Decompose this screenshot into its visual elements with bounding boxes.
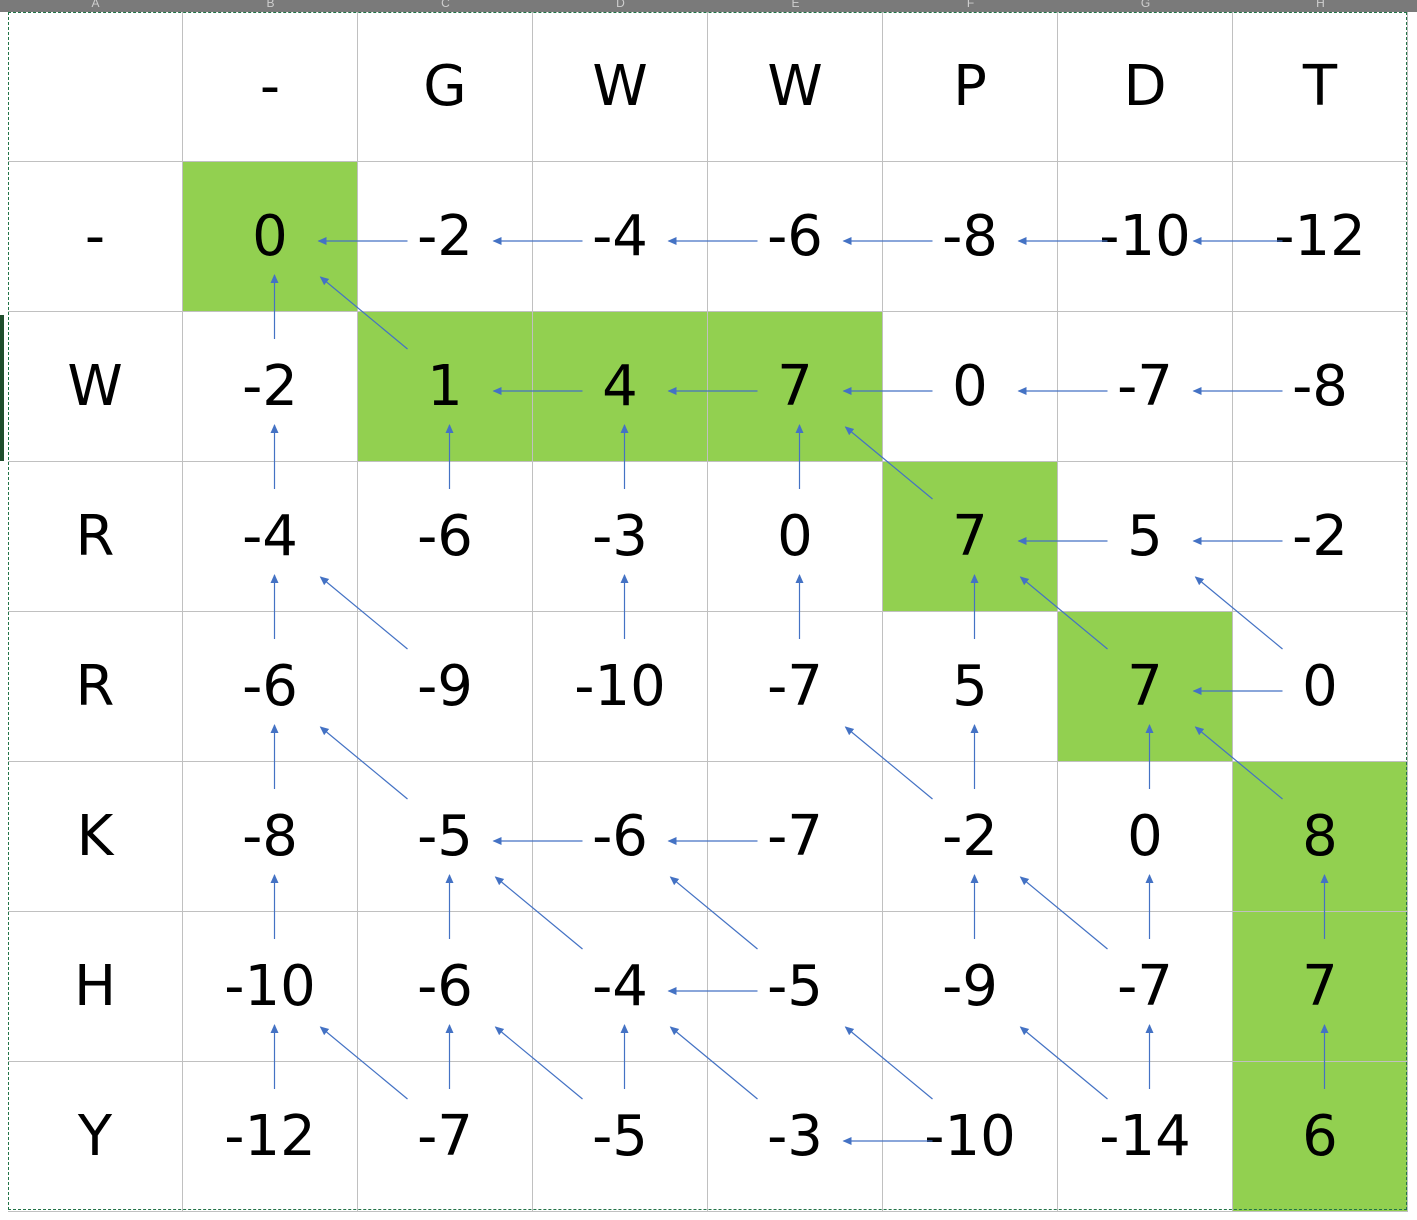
column-letter-h[interactable]: H	[1316, 0, 1325, 10]
arrow-diagonal	[319, 726, 408, 800]
column-letter-e[interactable]: E	[791, 0, 800, 10]
score-cell[interactable]: -12	[1233, 162, 1408, 312]
score-cell[interactable]: -3	[533, 462, 708, 612]
score-cell[interactable]: -9	[883, 912, 1058, 1062]
score-cell[interactable]: -6	[358, 912, 533, 1062]
col-header-cell[interactable]: W	[533, 12, 708, 162]
arrow-diagonal	[319, 1026, 408, 1100]
arrow-diagonal	[669, 1026, 758, 1100]
score-cell[interactable]: -2	[1233, 462, 1408, 612]
score-cell[interactable]: 7	[1058, 612, 1233, 762]
score-cell[interactable]: -8	[883, 162, 1058, 312]
row-header-cell[interactable]: Y	[8, 1062, 183, 1212]
score-cell[interactable]: -5	[708, 912, 883, 1062]
score-cell[interactable]: 5	[1058, 462, 1233, 612]
score-cell[interactable]: 0	[1233, 612, 1408, 762]
score-cell[interactable]: 4	[533, 312, 708, 462]
col-header-cell[interactable]: G	[358, 12, 533, 162]
score-cell[interactable]: -6	[183, 612, 358, 762]
score-cell[interactable]: 0	[708, 462, 883, 612]
score-cell[interactable]: -4	[533, 912, 708, 1062]
row-header-cell[interactable]: W	[8, 312, 183, 462]
score-cell[interactable]: -10	[883, 1062, 1058, 1212]
column-letter-g[interactable]: G	[1140, 0, 1151, 10]
score-cell[interactable]: 0	[883, 312, 1058, 462]
score-cell[interactable]: -5	[358, 762, 533, 912]
row-header-cell[interactable]: -	[8, 162, 183, 312]
score-cell[interactable]: -7	[708, 762, 883, 912]
score-cell[interactable]: -10	[183, 912, 358, 1062]
col-header-cell[interactable]: W	[708, 12, 883, 162]
score-cell[interactable]: -2	[183, 312, 358, 462]
score-cell[interactable]: -5	[533, 1062, 708, 1212]
arrow-diagonal	[669, 876, 758, 950]
col-header-cell[interactable]: P	[883, 12, 1058, 162]
column-letter-a[interactable]: A	[91, 0, 100, 10]
score-cell[interactable]: 0	[1058, 762, 1233, 912]
arrow-diagonal	[319, 276, 408, 350]
arrow-diagonal	[844, 426, 933, 500]
col-header-cell[interactable]: D	[1058, 12, 1233, 162]
score-cell[interactable]: 1	[358, 312, 533, 462]
row-header-cell[interactable]: K	[8, 762, 183, 912]
score-cell[interactable]: -8	[183, 762, 358, 912]
arrow-diagonal	[1019, 876, 1108, 950]
row-header-cell[interactable]: R	[8, 612, 183, 762]
row-header-cell[interactable]: R	[8, 462, 183, 612]
column-header-bar: A B C D E F G H	[0, 0, 1417, 12]
corner-cell[interactable]	[8, 12, 183, 162]
score-cell[interactable]: 7	[708, 312, 883, 462]
arrow-diagonal	[844, 1026, 933, 1100]
score-cell[interactable]: -3	[708, 1062, 883, 1212]
arrow-diagonal	[844, 726, 933, 800]
arrow-diagonal	[1019, 576, 1108, 650]
score-cell[interactable]: -8	[1233, 312, 1408, 462]
column-letter-f[interactable]: F	[966, 0, 975, 10]
row-edge-marker	[0, 315, 4, 461]
score-cell[interactable]: -4	[183, 462, 358, 612]
column-letter-d[interactable]: D	[616, 0, 625, 10]
score-cell[interactable]: 7	[1233, 912, 1408, 1062]
score-cell[interactable]: 5	[883, 612, 1058, 762]
score-cell[interactable]: 0	[183, 162, 358, 312]
score-cell[interactable]: -10	[533, 612, 708, 762]
arrow-diagonal	[1194, 726, 1283, 800]
arrow-diagonal	[1019, 1026, 1108, 1100]
score-cell[interactable]: -6	[533, 762, 708, 912]
score-cell[interactable]: 8	[1233, 762, 1408, 912]
score-cell[interactable]: -7	[708, 612, 883, 762]
score-cell[interactable]: -14	[1058, 1062, 1233, 1212]
col-header-cell[interactable]: -	[183, 12, 358, 162]
score-cell[interactable]: -7	[1058, 912, 1233, 1062]
score-cell[interactable]: 7	[883, 462, 1058, 612]
score-cell[interactable]: -4	[533, 162, 708, 312]
score-cell[interactable]: -7	[1058, 312, 1233, 462]
arrow-diagonal	[494, 876, 583, 950]
arrow-diagonal	[1194, 576, 1283, 650]
score-cell[interactable]: -2	[358, 162, 533, 312]
arrow-diagonal	[494, 1026, 583, 1100]
arrow-diagonal	[319, 576, 408, 650]
score-cell[interactable]: -6	[708, 162, 883, 312]
col-header-cell[interactable]: T	[1233, 12, 1408, 162]
score-cell[interactable]: -10	[1058, 162, 1233, 312]
score-cell[interactable]: -6	[358, 462, 533, 612]
score-cell[interactable]: -9	[358, 612, 533, 762]
row-header-cell[interactable]: H	[8, 912, 183, 1062]
score-cell[interactable]: -12	[183, 1062, 358, 1212]
column-letter-c[interactable]: C	[441, 0, 450, 10]
score-cell[interactable]: 6	[1233, 1062, 1408, 1212]
score-cell[interactable]: -2	[883, 762, 1058, 912]
column-letter-b[interactable]: B	[266, 0, 275, 10]
score-cell[interactable]: -7	[358, 1062, 533, 1212]
